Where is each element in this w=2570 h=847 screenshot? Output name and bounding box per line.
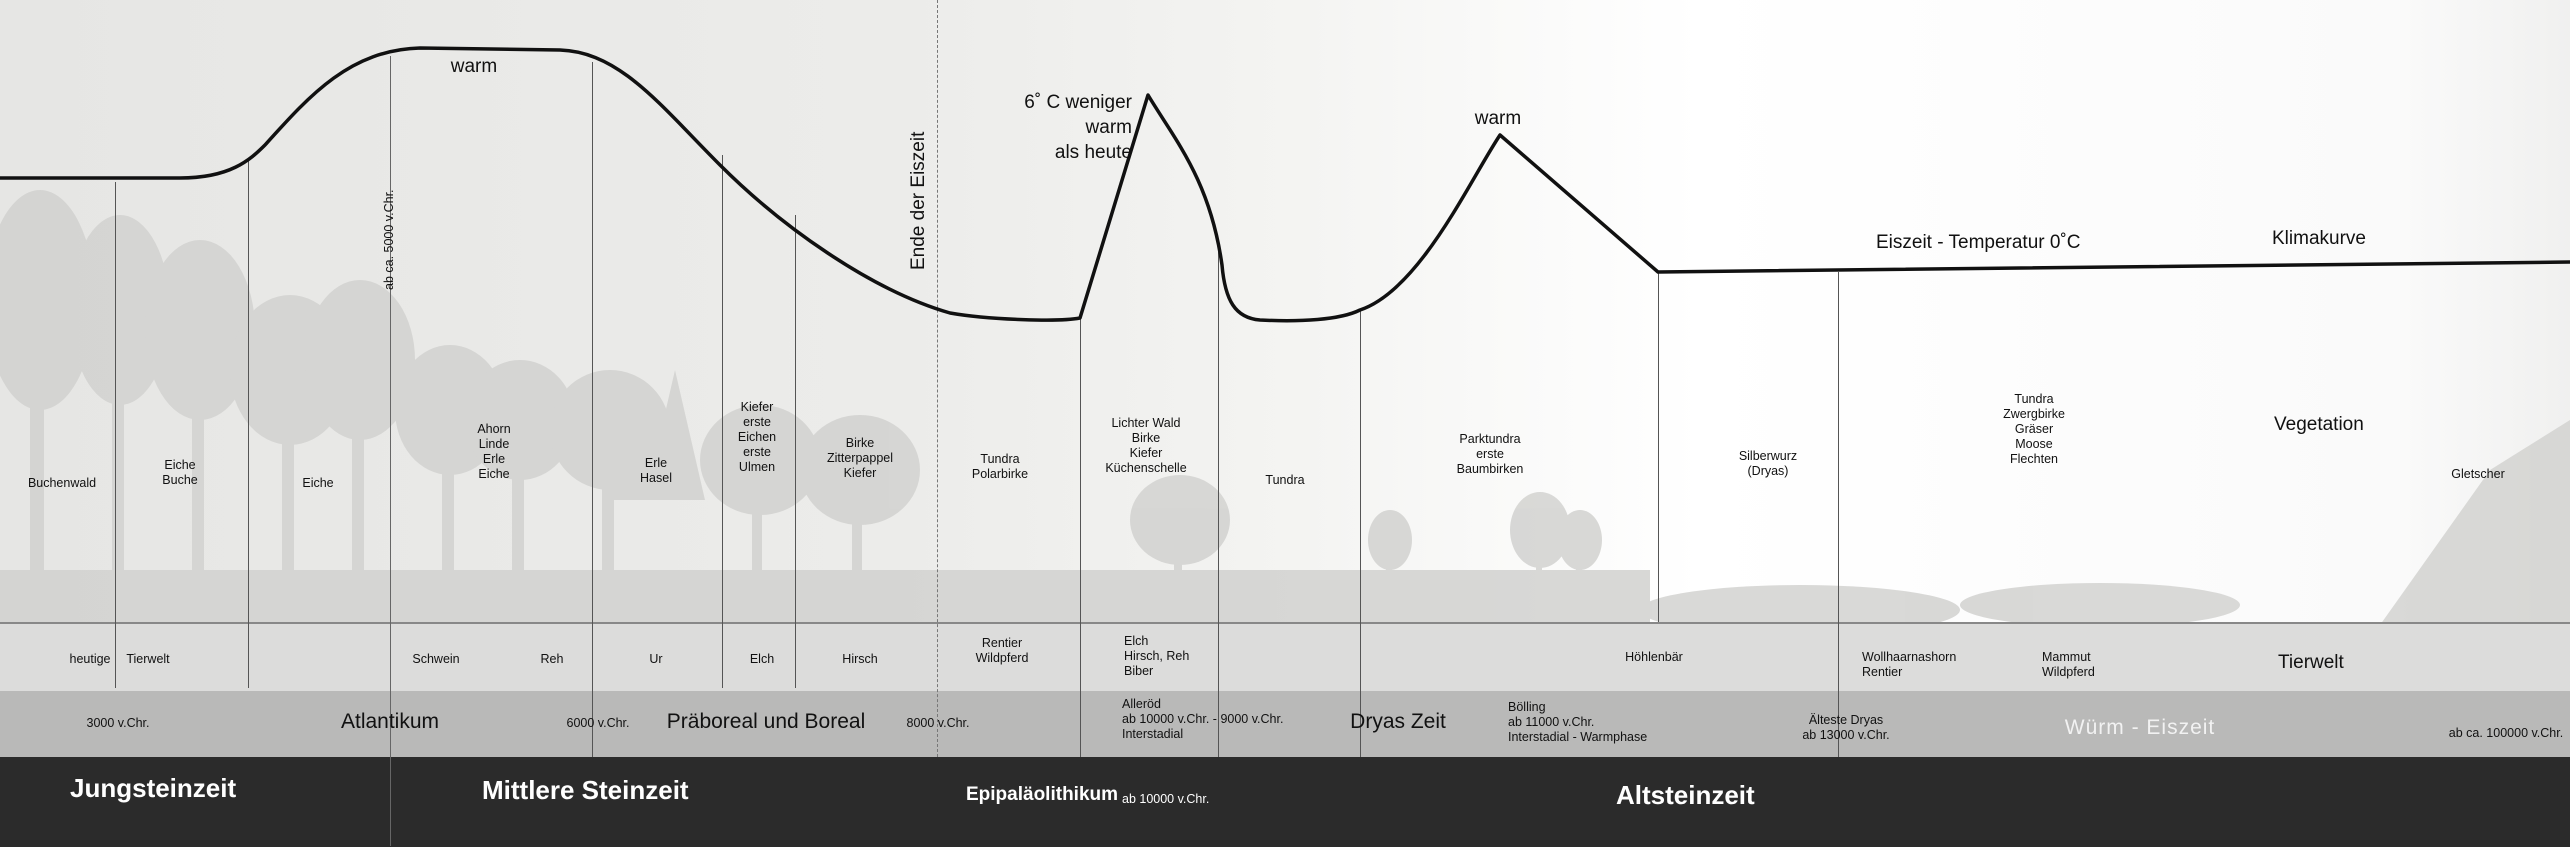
vegetation-label: Parktundra erste Baumbirken: [1456, 432, 1524, 476]
fauna-label: Elch Hirsch, Reh Biber: [1124, 634, 1190, 678]
era-date-label: ab 10000 v.Chr.: [1122, 792, 1210, 806]
ice-age-temperature-label: Eiszeit - Temperatur 0˚C: [1876, 232, 2081, 253]
divider: [795, 215, 796, 688]
divider: [1360, 310, 1361, 757]
vegetation-label: Tundra Zwergbirke Gräser Moose Flechten: [2003, 392, 2065, 466]
vegetation-label: Tundra: [1265, 473, 1305, 487]
fauna-label: Höhlenbär: [1625, 650, 1683, 664]
fauna-top-rule: [0, 622, 2570, 624]
fauna-label: Ur: [649, 652, 663, 666]
period-label: Würm - Eiszeit: [2064, 716, 2216, 739]
fauna-label: heutige: [69, 652, 111, 666]
divider: [115, 182, 116, 688]
vegetation-label: Eiche Buche: [162, 458, 198, 487]
fauna-row-label: Tierwelt: [2278, 652, 2344, 673]
period-label: Atlantikum: [340, 710, 440, 733]
vegetation-label: Gletscher: [2451, 467, 2505, 481]
vegetation-label: Tundra Polarbirke: [971, 452, 1029, 481]
era-bar: [0, 757, 2570, 847]
divider: [390, 56, 391, 846]
divider: [248, 158, 249, 688]
period-label: Präboreal und Boreal: [666, 710, 866, 733]
period-label: Bölling ab 11000 v.Chr. Interstadial - W…: [1508, 700, 1648, 744]
date-label: ab ca. 100000 v.Chr.: [2448, 726, 2564, 740]
fauna-label: Schwein: [412, 652, 460, 666]
period-label: Älteste Dryas ab 13000 v.Chr.: [1802, 713, 1890, 742]
vegetation-label: Lichter Wald Birke Kiefer Küchenschelle: [1105, 416, 1187, 475]
end-of-ice-age-marker: Ende der Eiszeit: [908, 131, 929, 270]
divider: [1658, 272, 1659, 622]
fauna-label: Wollhaarnashorn Rentier: [1862, 650, 1957, 679]
fauna-label: Rentier Wildpferd: [975, 636, 1029, 665]
vegetation-label: Silberwurz (Dryas): [1738, 449, 1798, 478]
era-label: Mittlere Steinzeit: [482, 775, 689, 805]
era-label: Altsteinzeit: [1616, 780, 1755, 810]
era-label: Jungsteinzeit: [70, 773, 237, 803]
warm-label-1: warm: [450, 56, 498, 77]
fauna-band: [0, 622, 2570, 691]
era-label: Epipaläolithikum: [966, 784, 1119, 805]
fauna-label: Reh: [540, 652, 564, 666]
fauna-label: Mammut Wildpferd: [2042, 650, 2095, 679]
vegetation-row-label: Vegetation: [2274, 414, 2364, 435]
vegetation-label: Eiche: [302, 476, 334, 490]
vegetation-label: Ahorn Linde Erle Eiche: [477, 422, 511, 481]
divider: [592, 62, 593, 757]
divider: [722, 155, 723, 688]
vegetation-label: Birke Zitterpappel Kiefer: [826, 436, 894, 480]
end-of-ice-age-line: [937, 0, 938, 757]
peak-label: 6˚ C weniger warm als heute: [1024, 92, 1132, 163]
fauna-label: Hirsch: [842, 652, 878, 666]
fauna-label: Elch: [749, 652, 775, 666]
date-label: 3000 v.Chr.: [86, 716, 150, 730]
vegetation-label: Kiefer erste Eichen erste Ulmen: [737, 400, 777, 474]
date-5000-marker: ab ca. 5000 v.Chr.: [382, 189, 396, 290]
vegetation-label: Erle Hasel: [640, 456, 672, 485]
date-label: 6000 v.Chr.: [566, 716, 630, 730]
date-label: 8000 v.Chr.: [906, 716, 970, 730]
period-label: Dryas Zeit: [1350, 710, 1446, 733]
climate-curve-label: Klimakurve: [2272, 228, 2366, 249]
period-label: Alleröd ab 10000 v.Chr. - 9000 v.Chr. In…: [1122, 697, 1284, 741]
period-band: [0, 691, 2570, 757]
divider: [1838, 272, 1839, 757]
vegetation-label: Buchenwald: [27, 476, 97, 490]
warm-label-2: warm: [1474, 108, 1522, 129]
fauna-label: Tierwelt: [126, 652, 170, 666]
divider: [1080, 318, 1081, 757]
divider: [1218, 245, 1219, 757]
